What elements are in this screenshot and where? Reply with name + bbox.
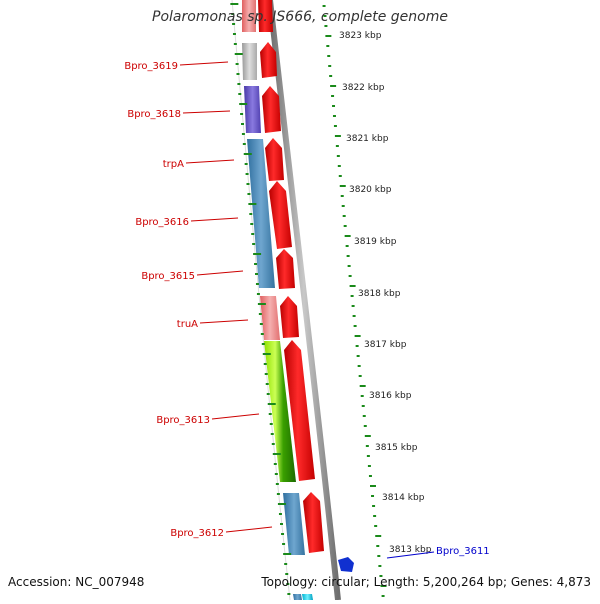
- gene-arrow-red-4: [265, 138, 284, 181]
- gene-leader-line: [182, 110, 231, 114]
- gene-arrow-red-2: [260, 42, 277, 78]
- scale-label: 3818 kbp: [358, 289, 401, 299]
- gene-leader-line: [190, 217, 239, 222]
- gene-label: Bpro_3612: [170, 528, 224, 539]
- gene-leader-line: [196, 270, 244, 276]
- scale-label: 3821 kbp: [346, 134, 389, 144]
- gene-label: Bpro_3618: [127, 109, 181, 120]
- gene-label: Bpro_3613: [156, 415, 210, 426]
- gene-labels: Bpro_3619 Bpro_3618 trpA Bpro_3616 Bpro_3615…: [124, 61, 490, 559]
- gene-label: Bpro_3611: [436, 546, 490, 557]
- gene-label: trpA: [163, 159, 184, 170]
- gene-block-pink: [260, 296, 280, 340]
- accession-text: Accession: NC_007948: [8, 575, 145, 589]
- gene-label: Bpro_3619: [124, 61, 178, 72]
- gene-label: truA: [177, 319, 198, 330]
- gene-block-pink-top: [242, 0, 256, 32]
- scale-label: 3814 kbp: [382, 493, 425, 503]
- gene-arrow-red-5: [269, 181, 292, 249]
- gene-block-cyan: [302, 594, 313, 600]
- scale-labels: 3823 kbp 3822 kbp 3821 kbp 3820 kbp 3819 kbp…: [339, 31, 432, 555]
- scale-label: 3816 kbp: [369, 391, 412, 401]
- gene-arrow-red-9: [303, 492, 324, 553]
- gene-leader-line: [199, 319, 249, 324]
- scale-label: 3820 kbp: [349, 185, 392, 195]
- gene-leader-line: [179, 61, 229, 66]
- genome-summary-text: Topology: circular; Length: 5,200,264 bp…: [261, 575, 591, 589]
- gene-block-gray: [242, 43, 257, 80]
- map-title: Polaromonas sp. JS666, complete genome: [152, 9, 448, 25]
- gene-block-lime: [264, 341, 296, 482]
- gene-leader-line: [386, 551, 435, 559]
- genome-backbone: [267, 0, 341, 601]
- gene-leader-line: [225, 526, 273, 533]
- outer-scale-ticks: [322, 5, 387, 597]
- scale-label: 3819 kbp: [354, 237, 397, 247]
- gene-arrow-red-6: [276, 249, 295, 289]
- gene-arrow-red-8: [284, 340, 315, 481]
- scale-label: 3813 kbp: [389, 545, 432, 555]
- gene-label: Bpro_3616: [135, 217, 189, 228]
- gene-arrow-blue-bpro3611: [338, 557, 354, 572]
- gene-arrow-red-3: [262, 86, 281, 133]
- scale-label: 3817 kbp: [364, 340, 407, 350]
- scale-label: 3822 kbp: [342, 83, 385, 93]
- gene-arrow-red-1: [258, 0, 273, 32]
- gene-block-purple: [244, 86, 261, 133]
- inner-tick-marks: [230, 3, 292, 595]
- gene-label: Bpro_3615: [141, 271, 195, 282]
- scale-label: 3823 kbp: [339, 31, 382, 41]
- gene-block-blue-1: [247, 139, 275, 288]
- gene-block-blue-2: [283, 493, 305, 555]
- gene-arrow-red-7: [280, 296, 299, 338]
- gene-leader-line: [185, 159, 235, 164]
- gene-block-blue-bottom: [293, 594, 302, 600]
- scale-label: 3815 kbp: [375, 443, 418, 453]
- gene-leader-line: [211, 413, 260, 420]
